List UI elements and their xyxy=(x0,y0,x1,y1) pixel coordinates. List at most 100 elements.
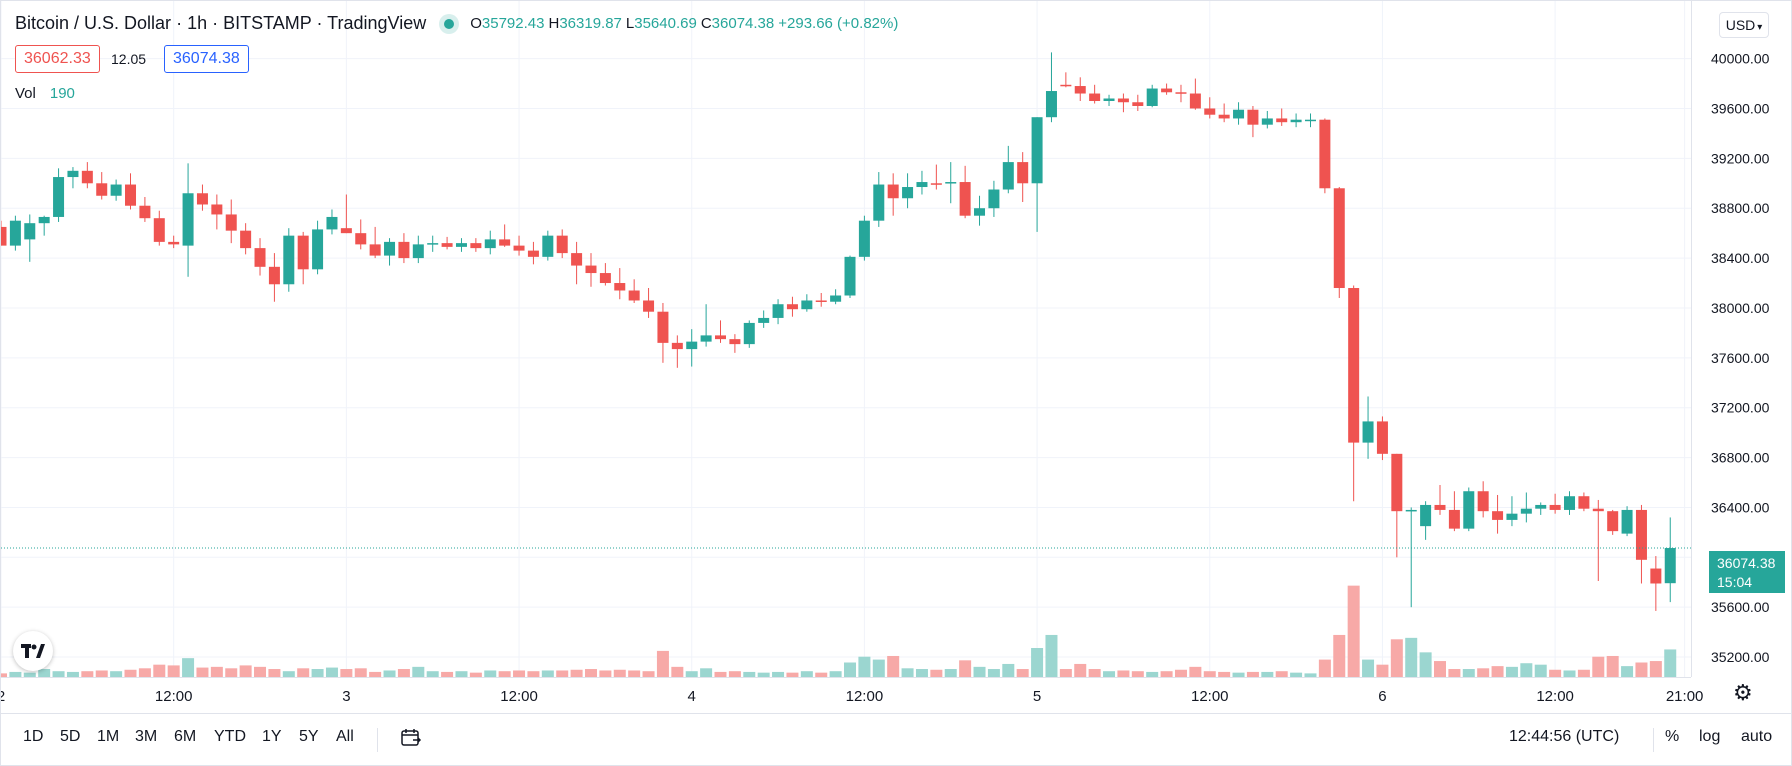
volume-bar xyxy=(210,666,223,677)
volume-bar xyxy=(1016,669,1029,677)
toolbar-divider xyxy=(1653,728,1654,752)
volume-bar xyxy=(1290,672,1303,677)
volume-value: 190 xyxy=(49,85,75,102)
range-button-1m[interactable]: 1M xyxy=(97,728,120,745)
candle-body xyxy=(326,216,338,230)
price-tick-label: 39600.00 xyxy=(1711,100,1770,116)
candle-body xyxy=(1261,118,1273,125)
candle-body xyxy=(1607,511,1619,532)
price-tick-label: 35200.00 xyxy=(1711,649,1770,665)
volume-bar xyxy=(1131,671,1144,677)
time-tick-label: 2 xyxy=(1,688,5,705)
candle-body xyxy=(988,189,1000,209)
volume-bar xyxy=(1434,661,1446,677)
volume-bar xyxy=(1031,648,1044,677)
candle-body xyxy=(1664,548,1676,584)
volume-bar xyxy=(613,669,626,677)
volume-bar xyxy=(81,671,94,677)
candle-body xyxy=(254,248,266,267)
time-axis[interactable]: 2 12:00 3 12:00 4 12:00 5 12:00 6 12:00 21:00 xyxy=(1,688,1703,705)
range-button-1d[interactable]: 1D xyxy=(23,728,44,745)
log-scale-toggle[interactable]: log xyxy=(1699,728,1721,745)
range-button-5y[interactable]: 5Y xyxy=(299,728,319,745)
tradingview-logo-mark xyxy=(21,644,45,658)
candle-body xyxy=(1319,119,1331,189)
calendar-range-icon[interactable] xyxy=(399,726,423,750)
percent-scale-toggle[interactable]: % xyxy=(1665,728,1680,745)
range-button-1y[interactable]: 1Y xyxy=(262,728,282,745)
volume-bar xyxy=(1189,666,1202,677)
candle-body xyxy=(1520,508,1532,514)
volume-bar xyxy=(872,659,885,677)
volume-bar xyxy=(369,671,382,677)
ask-price-button[interactable]: 36074.38 xyxy=(164,45,249,73)
currency-select[interactable]: USD ▾ xyxy=(1719,12,1769,38)
volume-bar xyxy=(714,671,727,677)
volume-bar xyxy=(743,671,756,677)
candle-body xyxy=(1103,98,1115,101)
range-button-6m[interactable]: 6M xyxy=(174,728,197,745)
candle-body xyxy=(268,266,280,285)
volume-bar xyxy=(728,671,741,677)
candle-body xyxy=(1376,421,1388,454)
candle-body xyxy=(844,256,856,296)
volume-label: Vol xyxy=(15,85,36,102)
price-tick-label: 39200.00 xyxy=(1711,150,1770,166)
candle-body xyxy=(1233,109,1245,119)
candle-body xyxy=(513,245,525,251)
volume-bar xyxy=(1261,671,1274,677)
candle-body xyxy=(1434,504,1446,510)
utc-clock[interactable]: 12:44:56 (UTC) xyxy=(1509,728,1620,745)
candle-body xyxy=(355,233,367,245)
candle-body xyxy=(614,283,626,291)
range-button-5d[interactable]: 5D xyxy=(60,728,81,745)
candle-body xyxy=(499,239,511,246)
volume-bar xyxy=(901,668,914,677)
price-scale[interactable]: 35200.0035600.0036000.0036400.0036800.00… xyxy=(1711,51,1770,665)
volume-bar xyxy=(1304,673,1317,677)
gear-icon[interactable]: ⚙ xyxy=(1733,680,1753,705)
candle-body xyxy=(139,205,151,219)
candle-body xyxy=(38,216,50,224)
high-key: H xyxy=(548,15,560,32)
candle-body xyxy=(398,241,410,259)
volume-bar xyxy=(254,666,267,677)
candle-body xyxy=(585,265,597,274)
candle-body xyxy=(643,300,655,312)
auto-scale-toggle[interactable]: auto xyxy=(1741,728,1773,745)
range-button-all[interactable]: All xyxy=(336,728,354,745)
candle-body xyxy=(1175,92,1187,94)
candle-body xyxy=(887,184,899,199)
volume-bar xyxy=(1088,669,1101,677)
volume-bar xyxy=(354,668,367,677)
candlestick-chart[interactable]: 35200.0035600.0036000.0036400.0036800.00… xyxy=(1,1,1791,713)
volume-bar xyxy=(1045,634,1058,677)
volume-bar xyxy=(1362,659,1375,677)
candle-body xyxy=(455,243,467,247)
bid-price-button[interactable]: 36062.33 xyxy=(15,45,100,73)
candle-body xyxy=(1074,86,1086,94)
spread-value: 12.05 xyxy=(111,51,147,67)
volume-bar xyxy=(1074,663,1087,677)
candle-body xyxy=(758,317,770,323)
volume-bar xyxy=(786,672,799,677)
time-tick-label: 12:00 xyxy=(155,688,193,705)
tradingview-logo-icon[interactable] xyxy=(13,631,53,671)
candle-body xyxy=(24,223,36,240)
volume-bar xyxy=(829,671,842,677)
candle-body xyxy=(527,250,539,257)
candles xyxy=(1,52,1676,611)
time-tick-label: 12:00 xyxy=(500,688,538,705)
candle-body xyxy=(1189,93,1201,109)
volume-bar xyxy=(1520,663,1533,677)
volume-bar xyxy=(959,660,972,677)
symbol-title[interactable]: Bitcoin / U.S. Dollar · 1h · BITSTAMP · … xyxy=(15,13,426,34)
price-tick-label: 37200.00 xyxy=(1711,400,1770,416)
range-button-3m[interactable]: 3M xyxy=(135,728,158,745)
change-value: +293.66 (+0.82%) xyxy=(778,15,899,32)
range-button-ytd[interactable]: YTD xyxy=(214,728,246,745)
candle-body xyxy=(628,290,640,301)
candle-body xyxy=(1492,511,1504,520)
volume-bar xyxy=(383,670,396,677)
volume-bar xyxy=(556,670,569,677)
